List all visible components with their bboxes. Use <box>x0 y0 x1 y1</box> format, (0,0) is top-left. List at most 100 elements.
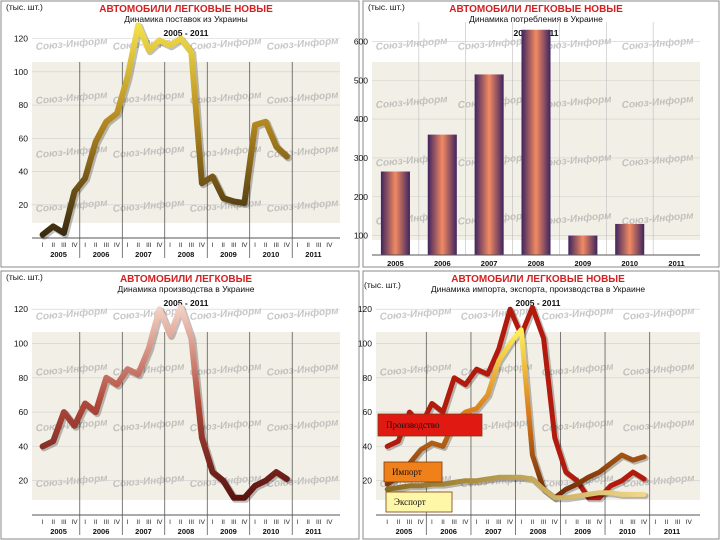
chart-subtitle: Динамика потребления в Украине <box>469 14 603 24</box>
quarter-label: III <box>541 519 547 526</box>
y-tick-label: 600 <box>354 36 368 46</box>
quarter-label: III <box>104 519 110 526</box>
quarter-label: III <box>146 242 152 249</box>
y-tick-label: 400 <box>354 114 368 124</box>
quarter-label: III <box>231 519 237 526</box>
quarter-label: IV <box>326 519 333 526</box>
quarter-label: I <box>297 519 299 526</box>
quarter-label: III <box>630 519 636 526</box>
bar-2008 <box>521 30 550 255</box>
y-tick-label: 60 <box>363 407 373 417</box>
chart-collage: Союз-Информ Союз-Информ Союз-Информ Союз-Ин… <box>0 0 720 540</box>
quarter-label: II <box>136 242 140 249</box>
y-tick-label: 300 <box>354 153 368 163</box>
y-tick-label: 40 <box>19 167 29 177</box>
quarter-label: I <box>386 519 388 526</box>
quarter-label: III <box>451 519 457 526</box>
quarter-label: III <box>61 519 67 526</box>
quarter-label: IV <box>199 242 206 249</box>
quarter-label: II <box>306 519 310 526</box>
quarter-label: I <box>254 519 256 526</box>
background-photo-area <box>32 62 340 223</box>
bar-2006 <box>428 135 457 255</box>
quarter-label: III <box>316 519 322 526</box>
quarter-label: II <box>264 519 268 526</box>
quarter-label: II <box>575 519 579 526</box>
quarter-label: I <box>297 242 299 249</box>
quarter-label: II <box>51 519 55 526</box>
x-year-label: 2007 <box>485 527 502 536</box>
quarter-label: IV <box>462 519 469 526</box>
x-year-label: 2005 <box>396 527 413 536</box>
x-tick-label: 2008 <box>528 259 545 268</box>
quarter-label: I <box>254 242 256 249</box>
y-axis-unit: (тыс. шт.) <box>368 2 405 12</box>
quarter-label: III <box>407 519 413 526</box>
x-year-label: 2008 <box>178 250 195 259</box>
quarter-label: III <box>189 519 195 526</box>
x-tick-label: 2010 <box>621 259 638 268</box>
quarter-label: IV <box>156 242 163 249</box>
legend-label-3: Экспорт <box>394 497 426 507</box>
quarter-label: I <box>476 519 478 526</box>
x-tick-label: 2011 <box>668 259 684 268</box>
y-tick-label: 500 <box>354 75 368 85</box>
x-year-label: 2006 <box>440 527 457 536</box>
quarter-label: I <box>42 519 44 526</box>
chart-period: 2005 - 2011 <box>516 298 561 308</box>
x-year-label: 2007 <box>135 527 152 536</box>
quarter-label: IV <box>507 519 514 526</box>
quarter-label: IV <box>552 519 559 526</box>
quarter-label: I <box>520 519 522 526</box>
quarter-label: III <box>274 519 280 526</box>
y-tick-label: 80 <box>363 373 373 383</box>
bar-2007 <box>475 74 504 255</box>
chart-panel-2: Союз-Информ Союз-Информ Союз-Информ Союз-Ин… <box>354 1 719 268</box>
y-tick-label: 80 <box>19 100 29 110</box>
quarter-label: II <box>94 242 98 249</box>
y-tick-label: 40 <box>19 441 29 451</box>
quarter-label: IV <box>641 519 648 526</box>
quarter-label: II <box>665 519 669 526</box>
y-tick-label: 100 <box>14 67 28 77</box>
quarter-label: I <box>431 519 433 526</box>
quarter-label: II <box>51 242 55 249</box>
x-year-label: 2007 <box>135 250 152 259</box>
y-axis-unit: (тыс. шт.) <box>364 280 401 290</box>
chart-subtitle: Динамика производства в Украине <box>117 284 254 294</box>
quarter-label: II <box>441 519 445 526</box>
y-tick-label: 20 <box>19 200 29 210</box>
quarter-label: III <box>231 242 237 249</box>
chart-subtitle: Динамика поставок из Украины <box>124 14 248 24</box>
quarter-label: II <box>221 519 225 526</box>
y-tick-label: 100 <box>358 338 372 348</box>
quarter-label: I <box>212 242 214 249</box>
y-tick-label: 200 <box>354 192 368 202</box>
x-tick-label: 2009 <box>575 259 592 268</box>
quarter-label: IV <box>114 242 121 249</box>
y-tick-label: 80 <box>19 373 29 383</box>
y-tick-label: 100 <box>14 338 28 348</box>
quarter-label: I <box>169 242 171 249</box>
quarter-label: IV <box>71 519 78 526</box>
quarter-label: IV <box>241 242 248 249</box>
quarter-label: III <box>146 519 152 526</box>
quarter-label: III <box>586 519 592 526</box>
bar-2005 <box>381 172 410 255</box>
quarter-label: I <box>84 242 86 249</box>
quarter-label: III <box>274 242 280 249</box>
x-year-label: 2008 <box>530 527 547 536</box>
quarter-label: I <box>84 519 86 526</box>
legend-label-2: Импорт <box>392 467 422 477</box>
x-year-label: 2011 <box>305 527 321 536</box>
bar-2009 <box>568 236 597 255</box>
quarter-label: I <box>212 519 214 526</box>
quarter-label: IV <box>71 242 78 249</box>
quarter-label: II <box>136 519 140 526</box>
y-tick-label: 120 <box>14 34 28 44</box>
x-year-label: 2009 <box>574 527 591 536</box>
x-year-label: 2010 <box>619 527 636 536</box>
y-tick-label: 100 <box>354 231 368 241</box>
y-axis-unit: (тыс. шт.) <box>6 272 43 282</box>
quarter-label: IV <box>326 242 333 249</box>
